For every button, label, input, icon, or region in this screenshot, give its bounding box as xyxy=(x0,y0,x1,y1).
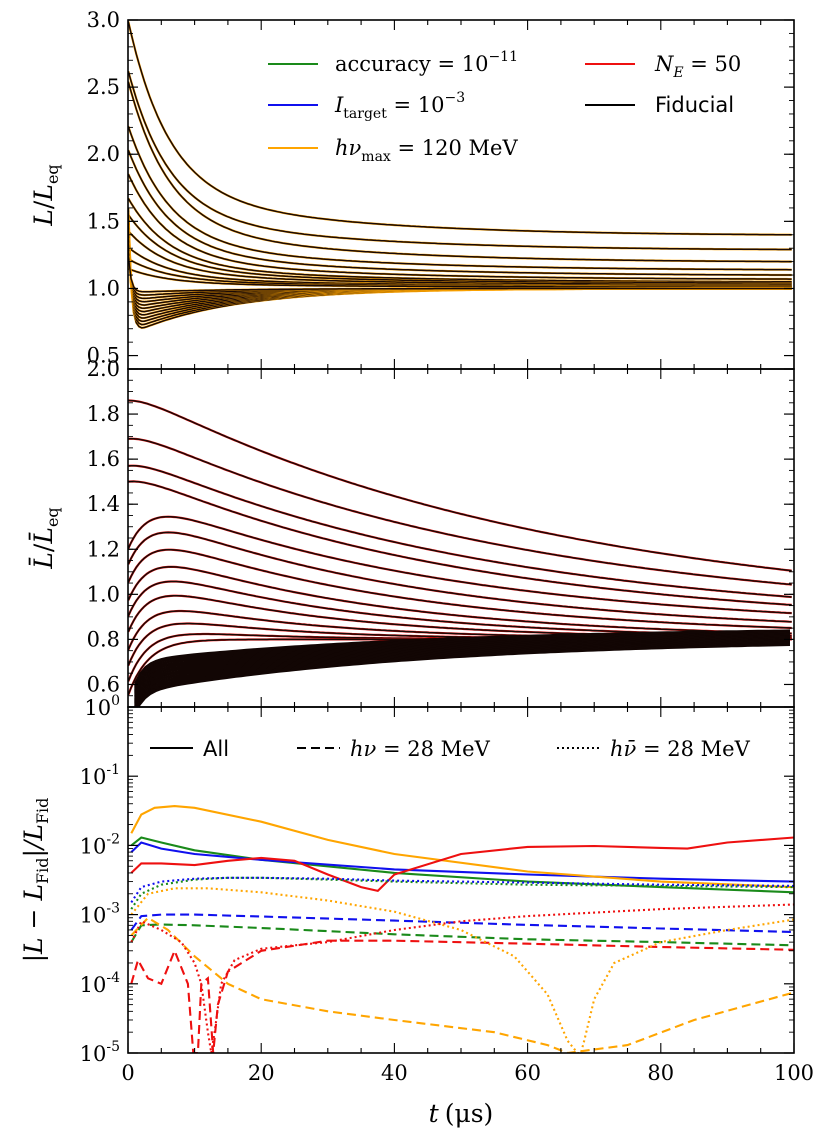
series-i-target-h- xyxy=(130,913,794,934)
legend-label-hnumax: hνmax = 120 MeV xyxy=(335,136,518,165)
xtick-label: 100 xyxy=(774,1061,814,1085)
series-h-max-all xyxy=(130,805,794,889)
panel-top-curve xyxy=(128,198,792,283)
legend-label-hnubar28: hν̄ = 28 MeV xyxy=(610,737,751,761)
panel-top-curve xyxy=(128,230,792,286)
ytick-label: 0.6 xyxy=(87,672,120,696)
legend-label-fiducial: Fiducial xyxy=(655,93,734,117)
ytick-label: 3.0 xyxy=(87,8,120,32)
x-axis-label: t (μs) xyxy=(429,1099,494,1128)
panel-middle-curve xyxy=(128,566,792,635)
panel-bottom-curves xyxy=(130,805,794,1053)
series-h-max-h- xyxy=(130,887,794,1053)
panel-top-ylabel: L/Leq xyxy=(29,164,62,226)
panel-bottom-ylabel: |L − LFid|/LFid xyxy=(19,798,52,963)
ytick-label: 1.0 xyxy=(87,582,120,606)
ytick-label: 1.2 xyxy=(87,537,120,561)
ytick-label: 1.6 xyxy=(87,447,120,471)
panel-top: 0.5 1.0 1.5 2.0 2.5 3.0 L/Leq accuracy = 10−1… xyxy=(29,8,795,370)
ytick-label: 10-1 xyxy=(80,762,120,789)
series-accuracy-all xyxy=(130,836,794,894)
legend-label-hnu28: hν = 28 MeV xyxy=(350,737,491,761)
panel-middle-band-curve xyxy=(134,629,791,684)
panel-middle-curve xyxy=(128,437,792,586)
ytick-label: 100 xyxy=(84,693,120,720)
panel-middle-curves xyxy=(128,399,792,707)
ytick-label: 1.5 xyxy=(87,209,120,233)
xtick-label: 40 xyxy=(381,1061,408,1085)
legend-label-all: All xyxy=(203,737,229,761)
panel-middle: 0.6 0.8 1.0 1.2 1.4 1.6 1.8 2.0 L̄/L̄eq xyxy=(29,357,795,708)
panel-middle-curve xyxy=(128,548,792,629)
series-h-max-h- xyxy=(130,916,794,1053)
xtick-label: 60 xyxy=(514,1061,541,1085)
ytick-label: 1.0 xyxy=(87,276,120,300)
legend-label-itarget: Itarget = 10−3 xyxy=(334,90,465,122)
legend-label-accuracy: accuracy = 10−11 xyxy=(335,49,518,76)
ytick-label: 1.4 xyxy=(87,492,120,516)
panel-top-curve xyxy=(128,268,792,288)
ytick-label: 0.8 xyxy=(87,627,120,651)
series-n-e-h- xyxy=(130,903,794,1053)
panel-top-curve xyxy=(128,255,792,293)
panel-middle-curve xyxy=(128,480,792,606)
ytick-label: 10-4 xyxy=(80,970,120,997)
panel-middle-curve-shadow xyxy=(128,480,792,606)
ytick-label: 2.0 xyxy=(87,142,120,166)
panel-middle-ticks: 0.6 0.8 1.0 1.2 1.4 1.6 1.8 2.0 xyxy=(87,357,795,708)
panel-middle-curve xyxy=(128,464,792,598)
panel-middle-curve-shadow xyxy=(128,515,792,615)
panel-middle-ylabel: L̄/L̄eq xyxy=(29,507,62,569)
xtick-label: 20 xyxy=(248,1061,275,1085)
panel-top-curve xyxy=(128,71,792,251)
panel-middle-curve xyxy=(128,531,792,623)
series-n-e-h- xyxy=(130,939,794,1053)
panel-top-curve xyxy=(128,21,792,236)
ytick-label: 1.8 xyxy=(87,402,120,426)
panel-top-curve xyxy=(128,126,792,271)
ytick-label: 10-3 xyxy=(80,901,120,928)
panel-top-legend: accuracy = 10−11 Itarget = 10−3 hνmax = … xyxy=(268,49,741,165)
panel-top-curve xyxy=(128,173,792,280)
panel-bottom: 100 10-1 10-2 10-3 10-4 10-50 20 40 60 80 100 |L −… xyxy=(19,693,814,1128)
ytick-label: 2.5 xyxy=(87,75,120,99)
panel-top-curve-shadow xyxy=(128,207,792,330)
panel-middle-curve xyxy=(128,399,792,572)
panel-top-curves xyxy=(128,21,792,330)
series-n-e-all xyxy=(130,836,794,893)
xtick-label: 0 xyxy=(121,1061,134,1085)
panel-top-curve xyxy=(128,149,792,276)
panel-middle-curve xyxy=(128,515,792,614)
panel-bottom-frame xyxy=(127,706,795,1054)
panel-top-curve xyxy=(128,214,792,284)
panel-top-curve-shadow xyxy=(128,173,792,281)
ytick-label: 2.0 xyxy=(87,357,120,381)
ytick-label: 0.5 xyxy=(87,344,120,368)
series-accuracy-h- xyxy=(130,923,794,947)
ytick-label: 10-2 xyxy=(80,831,120,858)
panel-bottom-legend: All hν = 28 MeV hν̄ = 28 MeV xyxy=(150,737,751,761)
panel-top-curve xyxy=(128,207,792,329)
series-accuracy-h- xyxy=(130,876,794,910)
panel-top-curve xyxy=(128,81,792,263)
panel-bottom-ticks: 100 10-1 10-2 10-3 10-4 10-50 20 40 60 80 100 xyxy=(80,693,814,1085)
xtick-label: 80 xyxy=(647,1061,674,1085)
ytick-label: 10-5 xyxy=(80,1039,120,1066)
legend-label-ne: NE = 50 xyxy=(654,52,741,81)
